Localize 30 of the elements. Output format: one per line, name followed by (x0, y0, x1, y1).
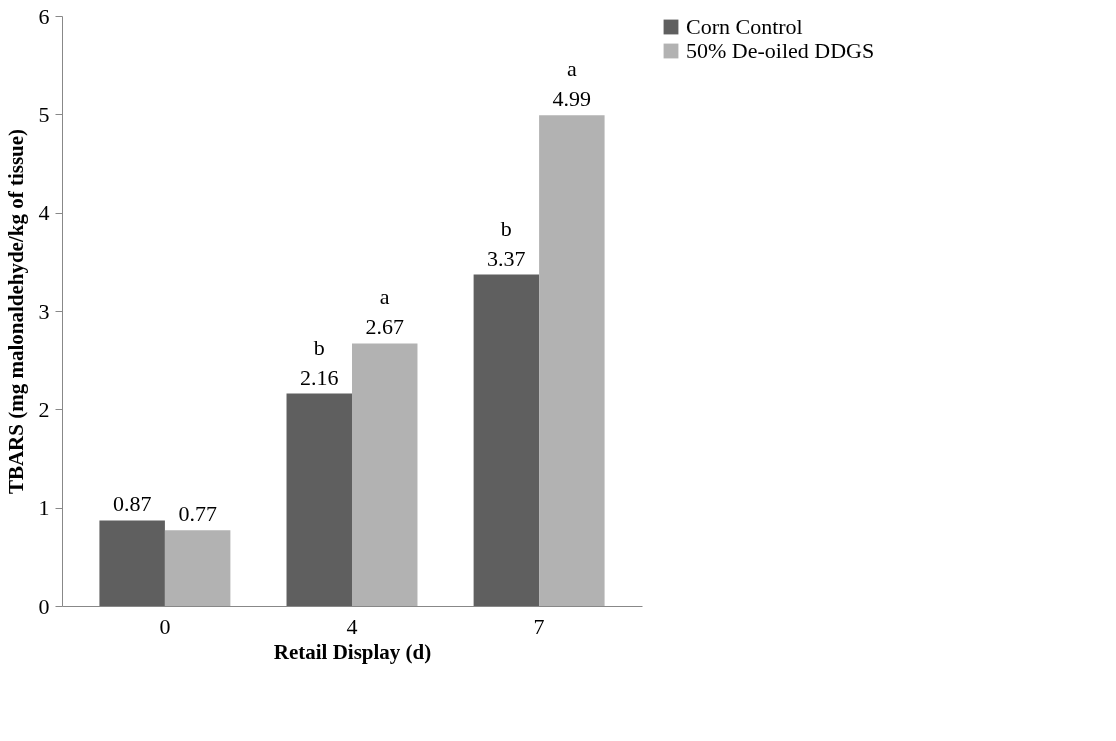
annotation: a (379, 284, 390, 310)
bar (473, 274, 540, 606)
bar (352, 343, 418, 606)
annotation: b (313, 334, 325, 360)
data-label: 4.99 (552, 86, 592, 112)
y-tick-label: 4 (38, 200, 50, 226)
legend-label: Corn Control (686, 14, 803, 39)
bar (539, 115, 605, 606)
data-label: 0.77 (178, 501, 217, 527)
y-axis-title: TBARS (mg malonaldehyde/kg of tissue) (3, 128, 28, 495)
annotation: a (566, 56, 577, 82)
bar (286, 393, 352, 606)
bar (99, 520, 165, 606)
y-tick-label: 5 (38, 101, 50, 127)
y-tick-label: 2 (38, 396, 50, 422)
legend-label: 50% De-oiled DDGS (686, 38, 875, 63)
y-tick-label: 0 (38, 593, 50, 619)
x-axis-title: Retail Display (d) (273, 639, 432, 664)
annotation: b (500, 215, 512, 241)
data-label: 3.37 (487, 245, 526, 271)
data-label: 0.87 (112, 491, 152, 517)
data-label: 2.67 (365, 314, 404, 340)
y-tick-label: 1 (38, 495, 50, 521)
x-tick-label: 4 (346, 613, 358, 639)
x-tick-label: 7 (533, 613, 545, 639)
x-tick-label: 0 (159, 613, 171, 639)
y-tick-label: 3 (38, 298, 50, 324)
y-tick-label: 6 (38, 3, 50, 29)
bar (164, 530, 231, 606)
data-label: 2.16 (300, 364, 339, 390)
